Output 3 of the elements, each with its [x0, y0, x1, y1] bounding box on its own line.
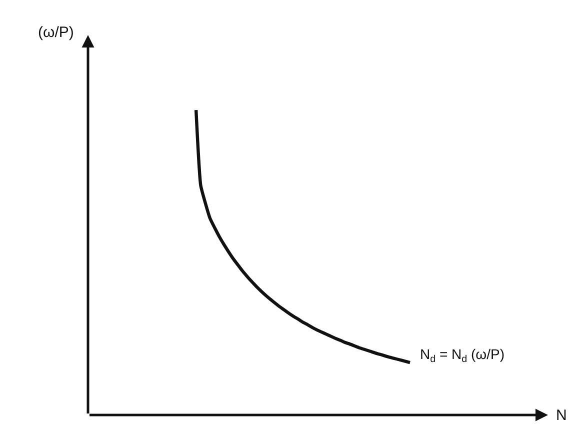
- text: N$_{d}$ = N$_{d}$ (ω/P): [420, 346, 504, 365]
- text: N: [556, 407, 567, 424]
- text: (ω/P): [38, 24, 74, 41]
